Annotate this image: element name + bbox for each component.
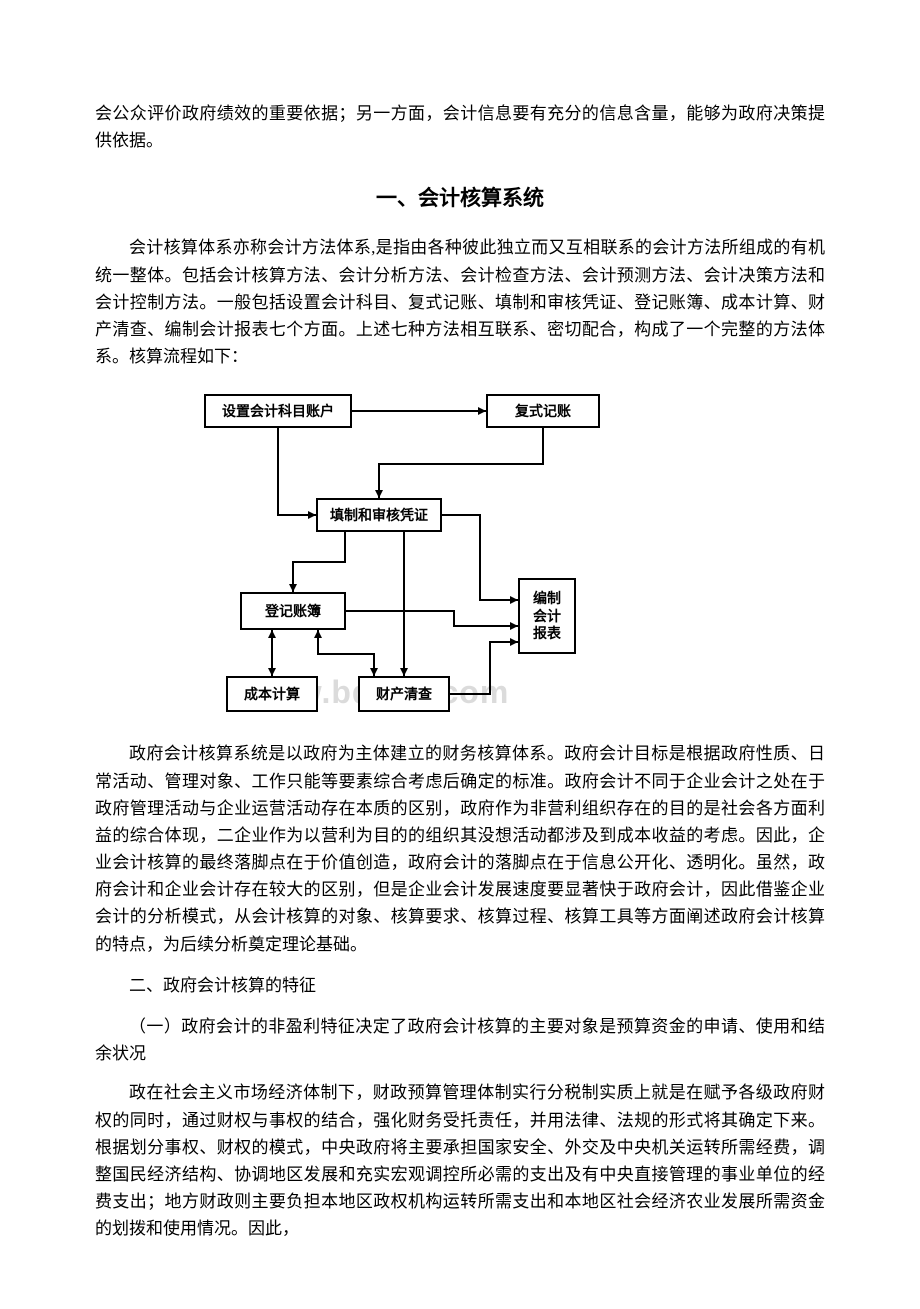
paragraph-2: 政府会计核算系统是以政府为主体建立的财务核算体系。政府会计目标是根据政府性质、日… <box>95 740 825 958</box>
subheading-2-1: （一）政府会计的非盈利特征决定了政府会计核算的主要对象是预算资金的申请、使用和结… <box>95 1013 825 1067</box>
paragraph-1: 会计核算体系亦称会计方法体系,是指由各种彼此独立而又互相联系的会计方法所组成的有… <box>95 234 825 370</box>
flowchart-container: www.bdocx.com 设置会计科目账户复式记账填制和审核凭证登记账簿编制会… <box>95 394 825 716</box>
subheading-2: 二、政府会计核算的特征 <box>95 972 825 999</box>
flowchart-node-n3: 填制和审核凭证 <box>316 498 442 532</box>
flowchart-node-n6: 成本计算 <box>226 676 318 712</box>
flowchart-node-n5: 编制会计报表 <box>518 578 576 654</box>
flowchart-node-n4: 登记账簿 <box>240 592 346 630</box>
flowchart-node-n7: 财产清查 <box>358 676 450 712</box>
flowchart-edges <box>190 394 630 716</box>
flowchart-node-n1: 设置会计科目账户 <box>204 394 352 428</box>
flowchart-node-n2: 复式记账 <box>486 394 600 428</box>
section-heading-1: 一、会计核算系统 <box>95 182 825 212</box>
intro-paragraph: 会公众评价政府绩效的重要依据；另一方面，会计信息要有充分的信息含量，能够为政府决… <box>95 100 825 154</box>
flowchart: www.bdocx.com 设置会计科目账户复式记账填制和审核凭证登记账簿编制会… <box>190 394 630 716</box>
paragraph-3: 政在社会主义市场经济体制下，财政预算管理体制实行分税制实质上就是在赋予各级政府财… <box>95 1079 825 1242</box>
